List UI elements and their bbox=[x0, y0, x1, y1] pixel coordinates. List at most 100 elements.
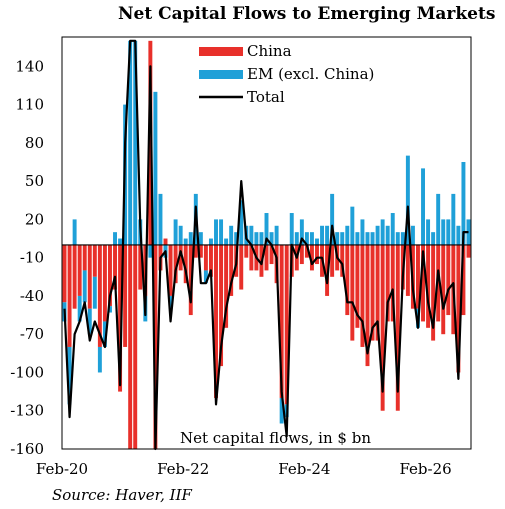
y-tick-label: -130 bbox=[10, 402, 44, 420]
bar-china bbox=[426, 244, 431, 328]
bar-em bbox=[133, 40, 138, 245]
bar-china bbox=[108, 244, 112, 307]
bar-china bbox=[214, 244, 218, 398]
bar-em bbox=[426, 219, 431, 245]
bar-china bbox=[128, 244, 133, 449]
bar-china bbox=[466, 244, 471, 258]
bar-em bbox=[158, 193, 163, 245]
bar-em bbox=[178, 225, 183, 245]
bar-china bbox=[395, 244, 400, 411]
bar-china bbox=[461, 244, 466, 316]
bar-china bbox=[244, 244, 249, 258]
bar-china bbox=[315, 244, 319, 265]
y-tick-label: -70 bbox=[20, 325, 44, 343]
bar-china bbox=[97, 244, 102, 347]
bar-china bbox=[62, 244, 67, 303]
bar-em bbox=[77, 295, 82, 322]
bar-china bbox=[431, 244, 436, 341]
bar-em bbox=[294, 232, 299, 245]
bar-em bbox=[72, 219, 77, 245]
bar-em bbox=[168, 295, 173, 309]
bar-china bbox=[72, 244, 77, 309]
bar-china bbox=[355, 244, 360, 328]
bar-china bbox=[249, 244, 254, 271]
bar-em bbox=[355, 232, 360, 245]
bar-china bbox=[193, 244, 198, 258]
bar-china bbox=[77, 244, 82, 296]
bar-china bbox=[284, 244, 289, 405]
bar-em bbox=[113, 232, 117, 245]
bar-em bbox=[410, 225, 415, 245]
y-tick-label: -10 bbox=[20, 249, 44, 267]
bar-em bbox=[67, 346, 72, 405]
bar-em bbox=[224, 238, 229, 245]
bar-china bbox=[183, 244, 188, 284]
bar-em bbox=[325, 225, 330, 245]
x-tick-label: Feb-26 bbox=[399, 460, 451, 478]
bar-em bbox=[128, 40, 133, 245]
bar-china bbox=[365, 244, 370, 367]
source-note: Source: Haver, IIF bbox=[52, 486, 192, 504]
y-tick-label: 110 bbox=[15, 96, 44, 114]
chart-annotation: Net capital flows, in $ bn bbox=[180, 429, 371, 447]
bar-china bbox=[138, 244, 143, 290]
legend-label: China bbox=[247, 42, 292, 60]
legend-label: EM (excl. China) bbox=[247, 65, 374, 83]
bar-china bbox=[370, 244, 375, 341]
y-tick-label: -160 bbox=[10, 440, 44, 458]
legend-label: Total bbox=[247, 88, 285, 106]
bar-china bbox=[390, 244, 395, 322]
bar-china bbox=[446, 244, 451, 316]
bar-em bbox=[234, 232, 239, 245]
bar-em bbox=[259, 232, 264, 245]
bar-em bbox=[330, 193, 335, 245]
bar-em bbox=[441, 219, 446, 245]
bar-china bbox=[421, 244, 425, 322]
bar-em bbox=[219, 219, 224, 245]
bar-em bbox=[118, 238, 123, 245]
bar-china bbox=[87, 244, 92, 309]
bar-china bbox=[350, 244, 355, 341]
chart-title: Net Capital Flows to Emerging Markets bbox=[118, 4, 496, 24]
bar-em bbox=[320, 225, 325, 245]
bar-em bbox=[395, 232, 400, 245]
bar-em bbox=[239, 200, 244, 245]
bar-china bbox=[299, 244, 304, 265]
line-total bbox=[63, 39, 469, 451]
bar-em bbox=[405, 155, 410, 245]
bar-china bbox=[441, 244, 446, 335]
bar-em bbox=[385, 225, 390, 245]
bar-em bbox=[214, 219, 218, 245]
bar-em bbox=[254, 232, 259, 245]
bar-china bbox=[229, 244, 234, 296]
bar-em bbox=[153, 91, 158, 245]
bar-em bbox=[431, 232, 436, 245]
bar-em bbox=[173, 219, 178, 245]
bar-china bbox=[269, 244, 274, 265]
bar-china bbox=[456, 244, 461, 373]
bar-em bbox=[249, 225, 254, 245]
bar-em bbox=[446, 219, 451, 245]
bar-em bbox=[335, 232, 340, 245]
bar-em bbox=[198, 232, 203, 245]
bar-em bbox=[375, 225, 380, 245]
bar-china bbox=[360, 244, 365, 347]
bar-china bbox=[239, 244, 244, 290]
bar-em bbox=[203, 270, 208, 284]
bar-em bbox=[289, 213, 294, 245]
y-tick-label: 20 bbox=[25, 210, 44, 228]
y-axis: 140 110 80 50 20 -10 -40 -70 -100 -130 -160 bbox=[10, 57, 44, 458]
bar-em bbox=[97, 346, 102, 373]
bar-china bbox=[436, 244, 441, 322]
y-tick-label: 80 bbox=[25, 134, 44, 152]
bar-china bbox=[118, 244, 123, 392]
bar-em bbox=[360, 219, 365, 245]
bar-em bbox=[390, 213, 395, 245]
legend: China EM (excl. China) Total bbox=[199, 42, 374, 106]
bar-em bbox=[370, 232, 375, 245]
bar-china bbox=[304, 244, 309, 258]
bar-china bbox=[173, 244, 178, 284]
y-tick-label: 50 bbox=[25, 172, 44, 190]
bar-em bbox=[421, 168, 425, 245]
bar-china bbox=[153, 244, 158, 449]
